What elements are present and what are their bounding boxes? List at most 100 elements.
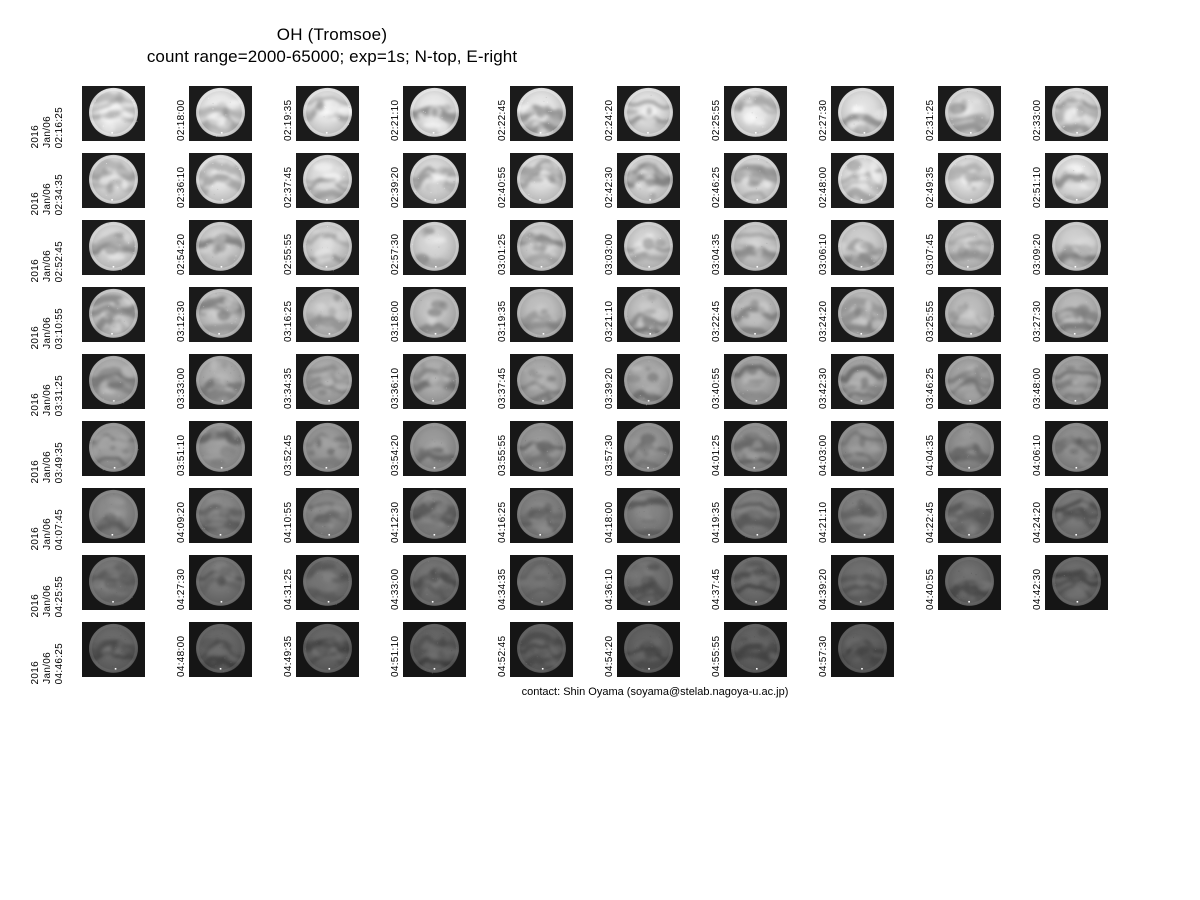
airglow-image-cell[interactable]: 04:19:35 [711, 488, 787, 543]
all-sky-image[interactable] [510, 287, 573, 342]
all-sky-image[interactable] [82, 220, 145, 275]
all-sky-image[interactable] [724, 354, 787, 409]
airglow-image-cell[interactable]: 04:21:10 [818, 488, 894, 543]
airglow-image-cell[interactable]: 03:25:55 [925, 287, 1001, 342]
airglow-image-cell[interactable]: 03:06:10 [818, 220, 894, 275]
airglow-image-cell[interactable]: 04:10:55 [283, 488, 359, 543]
all-sky-image[interactable] [189, 86, 252, 141]
all-sky-image[interactable] [617, 555, 680, 610]
all-sky-image[interactable] [1045, 287, 1108, 342]
all-sky-image[interactable] [724, 622, 787, 677]
all-sky-image[interactable] [617, 421, 680, 476]
all-sky-image[interactable] [617, 86, 680, 141]
airglow-image-cell[interactable]: 02:42:30 [604, 153, 680, 208]
all-sky-image[interactable] [938, 153, 1001, 208]
airglow-image-cell[interactable]: 03:34:35 [283, 354, 359, 409]
airglow-image-cell[interactable] [82, 86, 145, 141]
all-sky-image[interactable] [189, 220, 252, 275]
all-sky-image[interactable] [510, 622, 573, 677]
all-sky-image[interactable] [1045, 153, 1108, 208]
airglow-image-cell[interactable]: 02:39:20 [390, 153, 466, 208]
airglow-image-cell[interactable]: 04:57:30 [818, 622, 894, 677]
airglow-image-cell[interactable]: 04:33:00 [390, 555, 466, 610]
all-sky-image[interactable] [403, 86, 466, 141]
all-sky-image[interactable] [831, 86, 894, 141]
all-sky-image[interactable] [724, 287, 787, 342]
airglow-image-cell[interactable] [82, 421, 145, 476]
all-sky-image[interactable] [189, 354, 252, 409]
all-sky-image[interactable] [189, 153, 252, 208]
all-sky-image[interactable] [82, 488, 145, 543]
all-sky-image[interactable] [403, 220, 466, 275]
airglow-image-cell[interactable]: 04:39:20 [818, 555, 894, 610]
airglow-image-cell[interactable]: 03:19:35 [497, 287, 573, 342]
airglow-image-cell[interactable]: 04:48:00 [176, 622, 252, 677]
airglow-image-cell[interactable]: 03:39:20 [604, 354, 680, 409]
all-sky-image[interactable] [831, 421, 894, 476]
airglow-image-cell[interactable]: 03:48:00 [1032, 354, 1108, 409]
all-sky-image[interactable] [724, 555, 787, 610]
airglow-image-cell[interactable]: 03:04:35 [711, 220, 787, 275]
all-sky-image[interactable] [510, 555, 573, 610]
all-sky-image[interactable] [403, 153, 466, 208]
airglow-image-cell[interactable]: 02:46:25 [711, 153, 787, 208]
all-sky-image[interactable] [82, 555, 145, 610]
airglow-image-cell[interactable] [82, 622, 145, 677]
airglow-image-cell[interactable]: 04:03:00 [818, 421, 894, 476]
all-sky-image[interactable] [82, 287, 145, 342]
airglow-image-cell[interactable]: 04:51:10 [390, 622, 466, 677]
all-sky-image[interactable] [1045, 354, 1108, 409]
airglow-image-cell[interactable]: 03:03:00 [604, 220, 680, 275]
all-sky-image[interactable] [189, 287, 252, 342]
all-sky-image[interactable] [403, 622, 466, 677]
airglow-image-cell[interactable]: 02:21:10 [390, 86, 466, 141]
airglow-image-cell[interactable]: 02:31:25 [925, 86, 1001, 141]
all-sky-image[interactable] [82, 86, 145, 141]
all-sky-image[interactable] [617, 354, 680, 409]
all-sky-image[interactable] [724, 220, 787, 275]
airglow-image-cell[interactable]: 02:33:00 [1032, 86, 1108, 141]
all-sky-image[interactable] [617, 220, 680, 275]
airglow-image-cell[interactable]: 03:12:30 [176, 287, 252, 342]
airglow-image-cell[interactable]: 02:22:45 [497, 86, 573, 141]
airglow-image-cell[interactable]: 03:18:00 [390, 287, 466, 342]
airglow-image-cell[interactable]: 04:52:45 [497, 622, 573, 677]
airglow-image-cell[interactable] [82, 153, 145, 208]
airglow-image-cell[interactable]: 02:40:55 [497, 153, 573, 208]
airglow-image-cell[interactable]: 04:04:35 [925, 421, 1001, 476]
airglow-image-cell[interactable]: 02:57:30 [390, 220, 466, 275]
airglow-image-cell[interactable]: 04:12:30 [390, 488, 466, 543]
airglow-image-cell[interactable]: 04:55:55 [711, 622, 787, 677]
all-sky-image[interactable] [296, 421, 359, 476]
airglow-image-cell[interactable]: 03:21:10 [604, 287, 680, 342]
all-sky-image[interactable] [831, 220, 894, 275]
airglow-image-cell[interactable]: 04:01:25 [711, 421, 787, 476]
airglow-image-cell[interactable]: 02:18:00 [176, 86, 252, 141]
all-sky-image[interactable] [724, 488, 787, 543]
airglow-image-cell[interactable]: 04:18:00 [604, 488, 680, 543]
airglow-image-cell[interactable]: 04:31:25 [283, 555, 359, 610]
all-sky-image[interactable] [189, 555, 252, 610]
all-sky-image[interactable] [938, 287, 1001, 342]
airglow-image-cell[interactable] [82, 354, 145, 409]
airglow-image-cell[interactable]: 04:54:20 [604, 622, 680, 677]
airglow-image-cell[interactable]: 03:42:30 [818, 354, 894, 409]
airglow-image-cell[interactable]: 04:34:35 [497, 555, 573, 610]
airglow-image-cell[interactable] [82, 220, 145, 275]
airglow-image-cell[interactable]: 03:51:10 [176, 421, 252, 476]
airglow-image-cell[interactable]: 03:16:25 [283, 287, 359, 342]
all-sky-image[interactable] [296, 555, 359, 610]
airglow-image-cell[interactable]: 02:19:35 [283, 86, 359, 141]
all-sky-image[interactable] [938, 555, 1001, 610]
all-sky-image[interactable] [189, 421, 252, 476]
airglow-image-cell[interactable]: 04:49:35 [283, 622, 359, 677]
airglow-image-cell[interactable]: 03:57:30 [604, 421, 680, 476]
airglow-image-cell[interactable]: 02:24:20 [604, 86, 680, 141]
airglow-image-cell[interactable]: 03:33:00 [176, 354, 252, 409]
all-sky-image[interactable] [510, 220, 573, 275]
airglow-image-cell[interactable]: 03:55:55 [497, 421, 573, 476]
airglow-image-cell[interactable]: 03:36:10 [390, 354, 466, 409]
all-sky-image[interactable] [82, 421, 145, 476]
airglow-image-cell[interactable]: 04:42:30 [1032, 555, 1108, 610]
all-sky-image[interactable] [189, 488, 252, 543]
